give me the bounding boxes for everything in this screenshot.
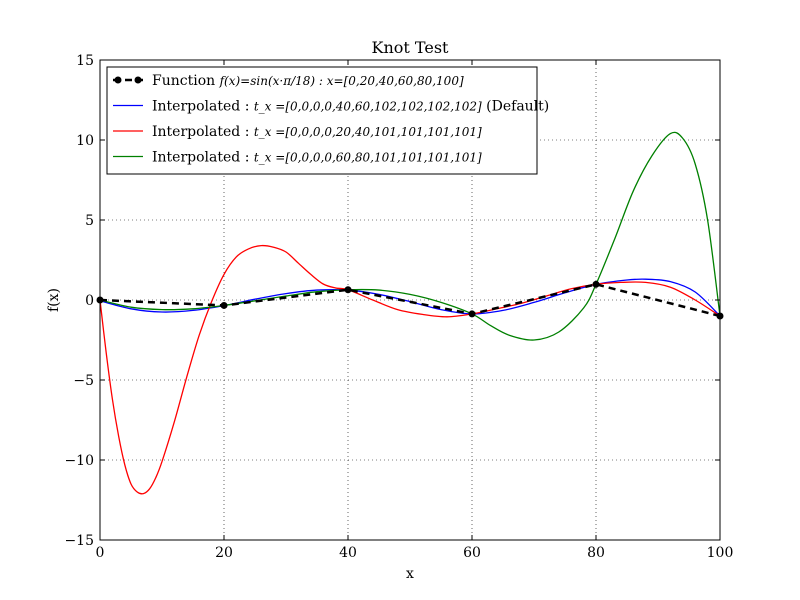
axis-ticks [99, 59, 721, 541]
legend-entry: Interpolated : t_x =[0,0,0,0,60,80,101,1… [113, 150, 482, 166]
legend-label: Interpolated : t_x =[0,0,0,0,60,80,101,1… [152, 150, 482, 166]
data-point [592, 280, 600, 288]
x-tick-label: 80 [587, 545, 605, 561]
y-tick-label: 5 [85, 213, 94, 229]
legend-series-math: t_x =[0,0,0,0,40,60,102,102,102,102] [254, 100, 482, 114]
x-tick-label: 40 [339, 545, 357, 561]
x-tick-label: 0 [96, 545, 105, 561]
data-markers [96, 280, 724, 320]
x-tick-labels: 0 20 40 60 80 100 [96, 545, 734, 561]
legend-box [106, 66, 538, 175]
legend-entry: Function f(x)=sin(x·π/18) : x=[0,20,40,6… [113, 73, 464, 89]
legend-marker [134, 76, 142, 84]
y-tick-labels: −15 −10 −5 0 5 10 15 [64, 53, 94, 549]
legend-label: Interpolated : t_x =[0,0,0,0,20,40,101,1… [152, 124, 482, 140]
data-point [468, 310, 476, 318]
legend-series-name: Interpolated : [152, 150, 254, 166]
legend-entry: Interpolated : t_x =[0,0,0,0,20,40,101,1… [113, 124, 482, 140]
series-line-0 [99, 283, 721, 318]
legend-label: Function f(x)=sin(x·π/18) : x=[0,20,40,6… [152, 73, 464, 89]
y-tick-label: −10 [64, 453, 94, 469]
legend-series-name: Interpolated : [152, 99, 254, 115]
legend-series-math: t_x =[0,0,0,0,60,80,101,101,101,101] [254, 151, 482, 165]
data-point [344, 286, 352, 294]
legend-label: Interpolated : t_x =[0,0,0,0,40,60,102,1… [152, 99, 549, 115]
y-tick-label: −15 [64, 533, 94, 549]
y-tick-label: 10 [76, 133, 94, 149]
legend-marker [114, 76, 122, 84]
chart-title: Knot Test [372, 38, 450, 57]
data-point [220, 301, 228, 309]
legend-series-name: Interpolated : [152, 124, 254, 140]
x-tick-label: 20 [215, 545, 233, 561]
x-axis-label: x [406, 566, 414, 582]
y-tick-label: 0 [85, 293, 94, 309]
legend-series-name: Function [152, 73, 220, 89]
y-tick-label: −5 [73, 373, 94, 389]
y-axis-label: f(x) [46, 288, 62, 312]
legend-items: Function f(x)=sin(x·π/18) : x=[0,20,40,6… [113, 73, 549, 166]
legend-series-suffix: (Default) [482, 99, 550, 115]
legend-series-math: f(x)=sin(x·π/18) : x=[0,20,40,60,80,100] [219, 74, 464, 88]
series-lines [99, 131, 721, 495]
y-tick-label: 15 [76, 53, 94, 69]
legend: Function f(x)=sin(x·π/18) : x=[0,20,40,6… [106, 66, 549, 175]
x-tick-label: 100 [707, 545, 734, 561]
legend-series-math: t_x =[0,0,0,0,20,40,101,101,101,101] [254, 125, 482, 139]
x-tick-label: 60 [463, 545, 481, 561]
legend-entry: Interpolated : t_x =[0,0,0,0,40,60,102,1… [113, 99, 549, 115]
